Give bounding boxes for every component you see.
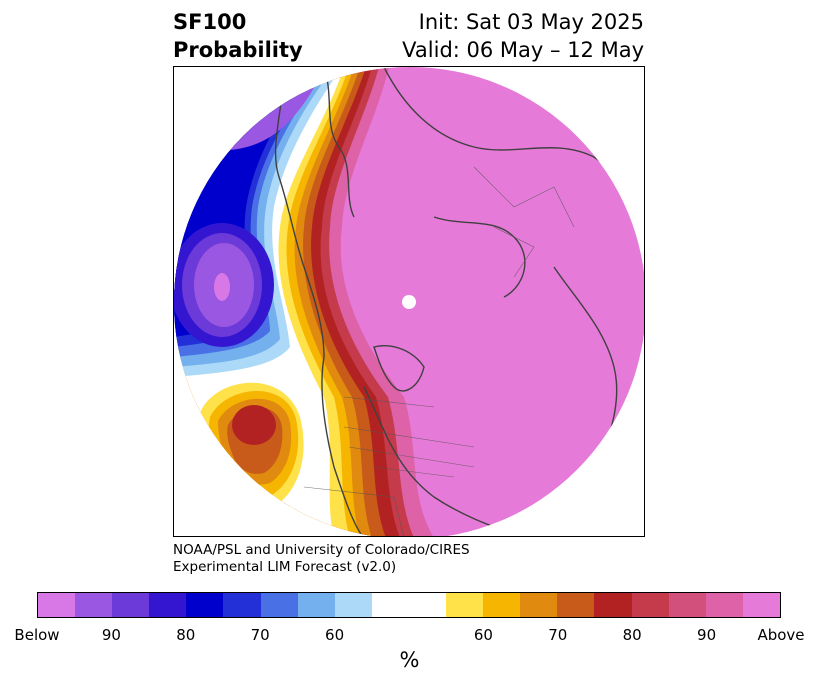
colorbar-tick-label: 60 — [325, 626, 345, 644]
product-title: Probability — [173, 38, 303, 62]
colorbar-segment — [483, 593, 521, 617]
title-left: SF100 Probability — [173, 8, 303, 64]
colorbar-segment — [223, 593, 261, 617]
colorbar-tick-label: 90 — [101, 626, 121, 644]
colorbar-unit: % — [399, 648, 420, 672]
credit-line-1: NOAA/PSL and University of Colorado/CIRE… — [173, 542, 470, 558]
colorbar-tick-label: 80 — [176, 626, 196, 644]
init-date: Init: Sat 03 May 2025 — [418, 10, 644, 34]
forecast-map — [173, 66, 645, 537]
colorbar-tick-label: Below — [14, 626, 60, 644]
colorbar-segment — [260, 593, 298, 617]
colorbar-segment — [75, 593, 113, 617]
colorbar-segment — [594, 593, 632, 617]
variable-title: SF100 — [173, 10, 247, 34]
colorbar-segment — [520, 593, 558, 617]
colorbar-segment — [446, 593, 484, 617]
colorbar-segment — [112, 593, 150, 617]
credit-line-2: Experimental LIM Forecast (v2.0) — [173, 559, 397, 575]
colorbar-tick-label: 80 — [622, 626, 642, 644]
subtropic-above-core — [232, 405, 276, 445]
valid-range: Valid: 06 May – 12 May — [402, 38, 644, 62]
credit: NOAA/PSL and University of Colorado/CIRE… — [173, 542, 470, 576]
colorbar-labels: Below 90 80 70 60 60 70 80 90 Above — [14, 626, 804, 646]
colorbar-tick-label: 70 — [250, 626, 270, 644]
colorbar-tick-label: 70 — [548, 626, 568, 644]
colorbar-segment — [371, 593, 447, 617]
colorbar-segment — [334, 593, 372, 617]
colorbar-segment — [557, 593, 595, 617]
colorbar-segment — [668, 593, 706, 617]
colorbar-segment — [297, 593, 335, 617]
colorbar-segment — [38, 593, 76, 617]
colorbar-segment — [186, 593, 224, 617]
colorbar-segment — [705, 593, 743, 617]
map-svg — [174, 67, 644, 536]
colorbar-tick-label: Above — [757, 626, 805, 644]
colorbar-segment — [631, 593, 669, 617]
borders — [303, 166, 575, 536]
colorbar-tick-label: 90 — [697, 626, 717, 644]
pole-marker — [402, 295, 416, 309]
colorbar-segment — [742, 593, 780, 617]
pacific-below-core — [214, 273, 230, 301]
colorbar — [37, 592, 781, 618]
title-right: Init: Sat 03 May 2025 Valid: 06 May – 12… — [402, 8, 644, 64]
colorbar-segment — [149, 593, 187, 617]
colorbar-tick-label: 60 — [473, 626, 493, 644]
